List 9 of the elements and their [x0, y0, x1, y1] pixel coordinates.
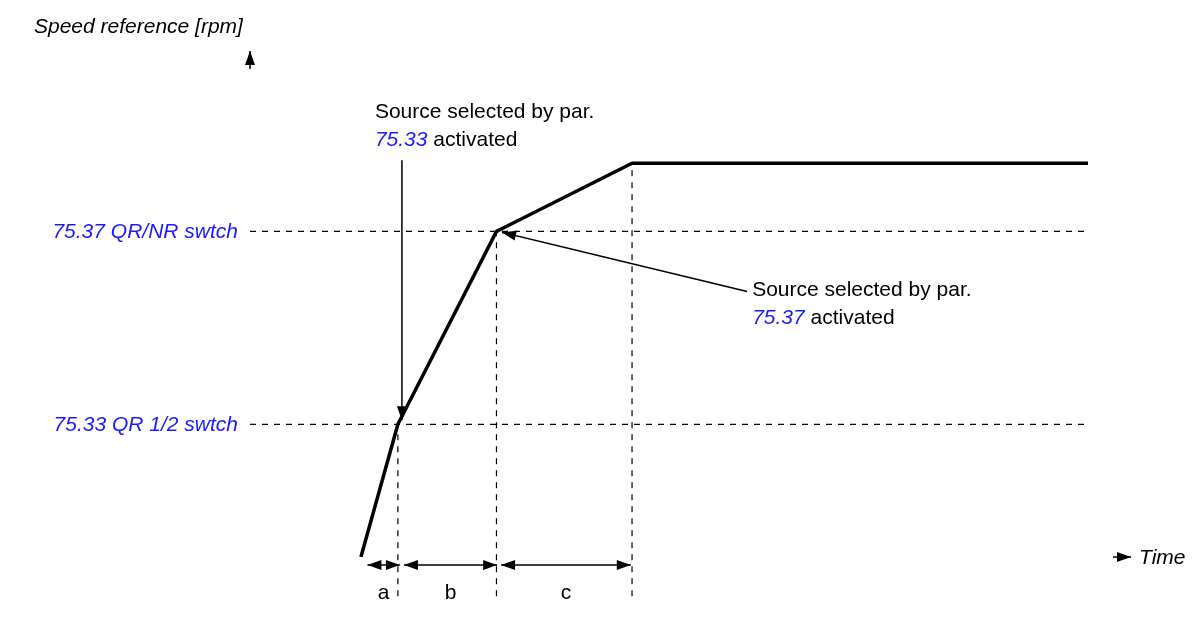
- text: a: [377, 580, 390, 603]
- text: c: [560, 580, 572, 603]
- annotation: Source selected by par. 75.37 activated: [752, 277, 972, 329]
- source-note: Source selected by par. 75.33 activated: [374, 99, 595, 151]
- text: Speed reference [rpm]: [34, 14, 245, 37]
- x-axis-title: Time: [1139, 545, 1186, 568]
- text: b: [444, 580, 457, 603]
- ref-line-label: 75.33 QR 1/2 swtch: [53, 412, 238, 436]
- ref-line-label: 75.37 QR/NR swtch: [52, 219, 238, 243]
